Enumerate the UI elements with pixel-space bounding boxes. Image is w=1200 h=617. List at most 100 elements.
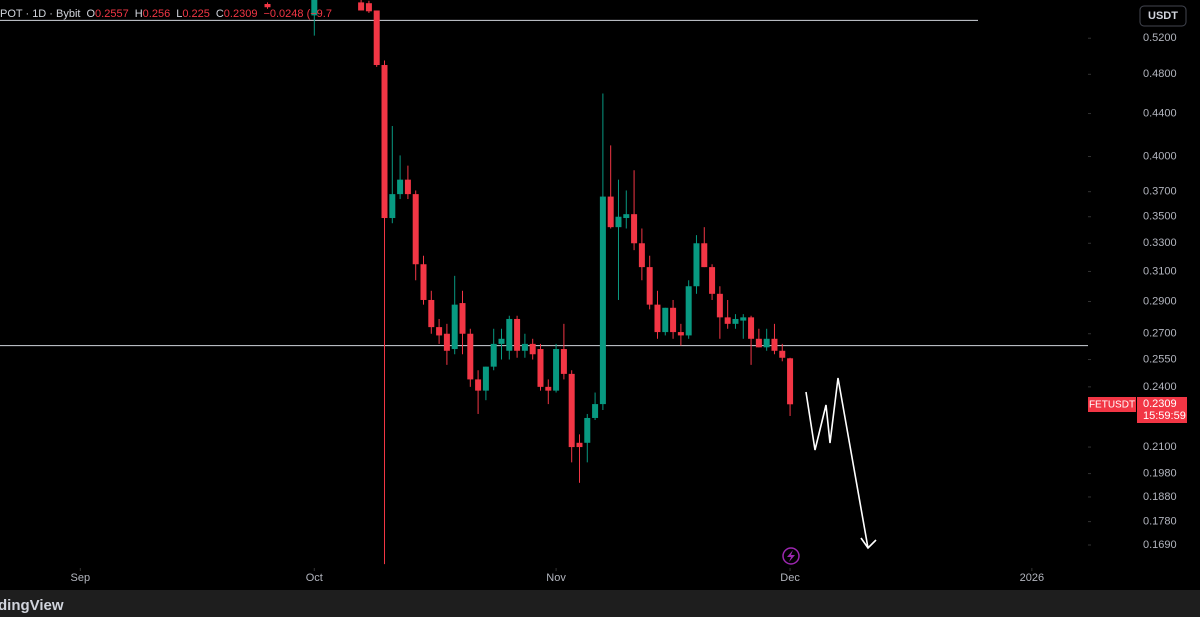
y-tick-label: 0.1880 <box>1143 491 1177 503</box>
y-tick-label: 0.2100 <box>1143 441 1177 453</box>
candle-body <box>404 179 411 195</box>
price-tag <box>1137 397 1187 423</box>
candle-body <box>459 303 466 334</box>
candle-body <box>763 338 770 348</box>
candle-body <box>482 366 489 391</box>
candle-body <box>545 386 552 391</box>
candle-body <box>670 307 677 333</box>
y-tick-label: 0.1980 <box>1143 468 1177 480</box>
y-tick-label: 0.1780 <box>1143 516 1177 528</box>
candle-body <box>607 196 614 228</box>
candle-body <box>529 343 536 355</box>
ohlc-label: C <box>216 8 224 20</box>
symbol-price-tag <box>1088 397 1136 412</box>
y-tick-label: 0.2700 <box>1143 328 1177 340</box>
candle-body <box>451 304 458 350</box>
change: −0.0248 (−9.7 <box>263 8 332 20</box>
candle-body <box>732 318 739 324</box>
candle-body <box>693 243 700 287</box>
candle-body <box>560 349 567 374</box>
candle-body <box>779 350 786 358</box>
candle-body <box>740 317 747 321</box>
candle-body <box>428 299 435 328</box>
y-tick-label: 0.3500 <box>1143 211 1177 223</box>
candle-body <box>771 338 778 351</box>
y-tick-label: 0.3300 <box>1143 237 1177 249</box>
x-tick-label: Dec <box>780 572 800 584</box>
candle-body <box>436 327 443 336</box>
y-tick-label: 0.2400 <box>1143 381 1177 393</box>
x-tick-label: Oct <box>306 572 323 584</box>
y-tick-label: 0.2900 <box>1143 295 1177 307</box>
y-tick-label: 0.1690 <box>1143 539 1177 551</box>
candle-body <box>521 343 528 351</box>
candle-body <box>397 179 404 195</box>
candle-body <box>748 317 755 339</box>
x-tick-label: Sep <box>71 572 91 584</box>
candle-body <box>638 243 645 268</box>
candle-body <box>537 349 544 387</box>
candle-body <box>592 404 599 418</box>
legend: POT · 1D · Bybit O0.2557 H0.256 L0.225 C0.23… <box>0 8 332 20</box>
currency-button[interactable] <box>1139 5 1187 27</box>
logo: dingView <box>0 597 64 614</box>
candle-body <box>490 343 497 367</box>
candle-body <box>755 338 762 348</box>
candle-body <box>553 349 560 391</box>
candle-body <box>615 216 622 228</box>
y-tick-label: 0.3700 <box>1143 186 1177 198</box>
candle-body <box>631 214 638 244</box>
candle-body <box>365 3 372 12</box>
candle-body <box>709 267 716 294</box>
ohlc-label: H <box>135 8 143 20</box>
projection-arrow <box>805 377 877 550</box>
ohlc-value: 0.256 <box>143 8 171 20</box>
candle-body <box>724 317 731 324</box>
candle-body <box>599 196 606 405</box>
candle-body <box>443 333 450 351</box>
candle-body <box>623 214 630 219</box>
y-tick-label: 0.4400 <box>1143 107 1177 119</box>
currency[interactable]: USDT <box>1148 10 1178 22</box>
y-tick-label: 0.3100 <box>1143 265 1177 277</box>
candle-body <box>584 417 591 443</box>
candle-body <box>716 293 723 318</box>
candle-body <box>373 10 380 66</box>
candle-body <box>475 379 482 391</box>
countdown: 15:59:59 <box>1143 410 1186 422</box>
candle-body <box>576 442 583 448</box>
ohlc-value: 0.2557 <box>95 8 129 20</box>
last-price: 0.2309 <box>1143 398 1177 410</box>
candle-body <box>467 333 474 380</box>
ohlc-value: 0.225 <box>182 8 210 20</box>
candle-body <box>677 332 684 336</box>
candle-body <box>264 4 271 8</box>
candle-body <box>646 267 653 305</box>
symbol: POT · 1D · Bybit <box>0 8 80 20</box>
candle-body <box>654 304 661 333</box>
footer-bar <box>0 590 1200 617</box>
candle-body <box>389 194 396 219</box>
event-icon[interactable] <box>782 547 800 565</box>
y-tick-label: 0.4000 <box>1143 150 1177 162</box>
candle-body <box>662 307 669 333</box>
x-tick-label: Nov <box>546 572 566 584</box>
y-tick-label: 0.2550 <box>1143 353 1177 365</box>
candle-body <box>685 286 692 336</box>
candle-body <box>420 264 427 300</box>
plot-area <box>0 0 1088 565</box>
candle-body <box>311 0 318 16</box>
ohlc-label: O <box>86 8 95 20</box>
y-tick-label: 0.4800 <box>1143 68 1177 80</box>
candle-body <box>412 194 419 265</box>
x-tick-label: 2026 <box>1020 572 1044 584</box>
candle-body <box>514 318 521 351</box>
event-icon-bolt <box>787 550 795 562</box>
last-symbol: FETUSDT <box>1089 400 1135 411</box>
candle-body <box>787 358 794 405</box>
y-tick-label: 0.5200 <box>1143 32 1177 44</box>
candle-body <box>358 2 365 11</box>
candle-body <box>498 338 505 344</box>
candle-body <box>381 65 388 219</box>
